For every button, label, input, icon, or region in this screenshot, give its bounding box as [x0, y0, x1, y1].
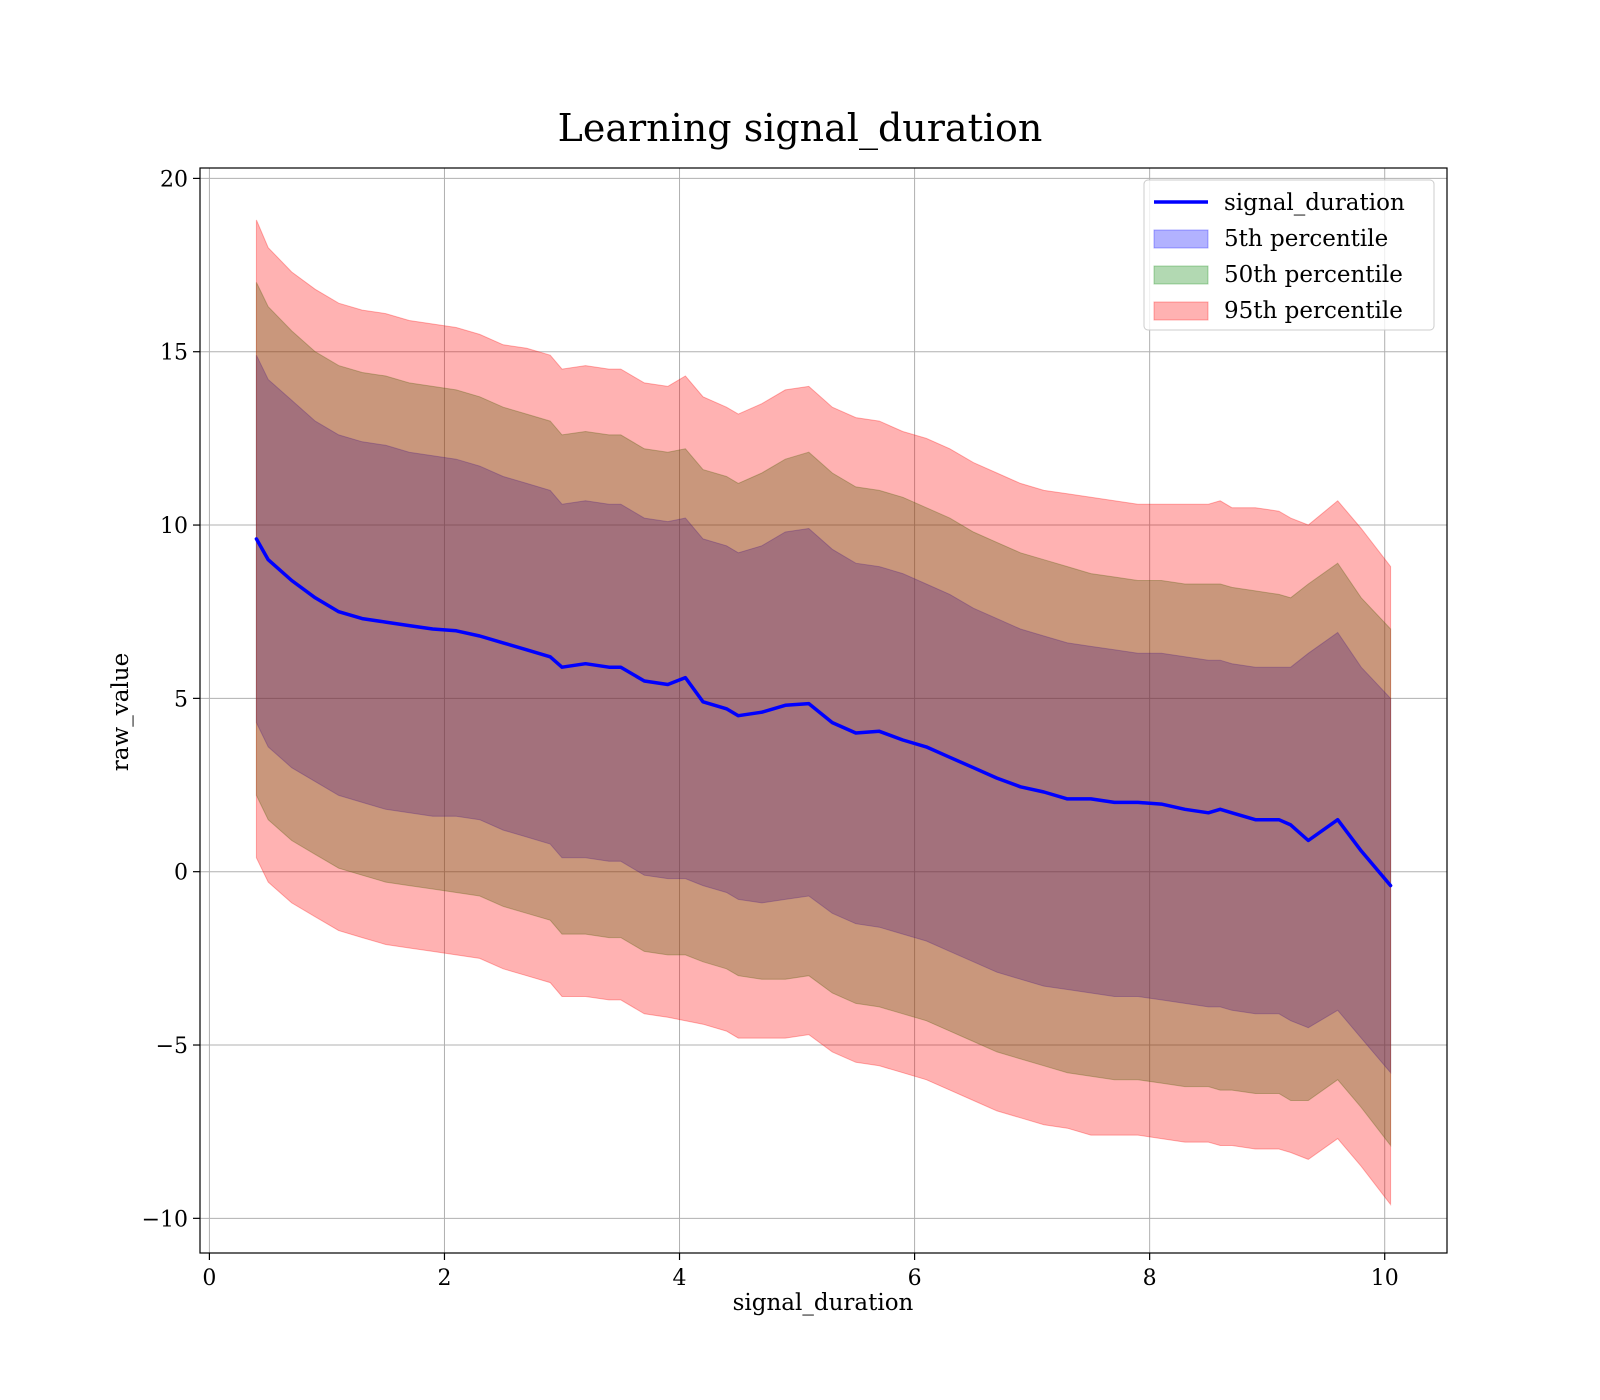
- y-tick-label: 15: [160, 341, 188, 366]
- legend: signal_duration 5th percentile 50th percen…: [1143, 179, 1435, 331]
- x-axis-label: signal_duration: [733, 1290, 914, 1316]
- x-tick-label: 2: [437, 1266, 451, 1291]
- plot-frame: [199, 167, 1448, 1254]
- legend-box: [1143, 179, 1435, 331]
- y-tick-label: 5: [174, 687, 188, 712]
- legend-label: 95th percentile: [1224, 298, 1403, 324]
- legend-label: 5th percentile: [1224, 226, 1388, 252]
- grid: [200, 168, 1447, 1253]
- y-tick-label: 0: [174, 861, 188, 886]
- y-tick-label: 10: [160, 514, 188, 539]
- line-signal_duration: [254, 537, 1393, 888]
- band-95th-percentile: [255, 219, 1392, 1206]
- x-tick-label: 0: [202, 1266, 216, 1291]
- legend-swatch-band: [1153, 265, 1209, 285]
- x-tick-label: 4: [673, 1266, 687, 1291]
- legend-label: signal_duration: [1224, 190, 1405, 216]
- x-tick-label: 8: [1143, 1266, 1157, 1291]
- y-tick-label: 20: [160, 167, 188, 192]
- axis-ticks: 0 2 4 6 8 10 −10 −5 0 5 10 15 20: [142, 167, 1399, 1291]
- legend-label: 50th percentile: [1224, 262, 1403, 288]
- legend-swatch-band: [1153, 229, 1209, 249]
- x-tick-label: 10: [1371, 1266, 1399, 1291]
- y-tick-label: −10: [142, 1207, 188, 1232]
- line-series: [254, 537, 1393, 888]
- y-axis-label: raw_value: [108, 653, 134, 771]
- legend-swatch-band: [1153, 301, 1209, 321]
- y-tick-label: −5: [156, 1034, 188, 1059]
- chart-title: Learning signal_duration: [558, 106, 1043, 151]
- x-tick-label: 6: [908, 1266, 922, 1291]
